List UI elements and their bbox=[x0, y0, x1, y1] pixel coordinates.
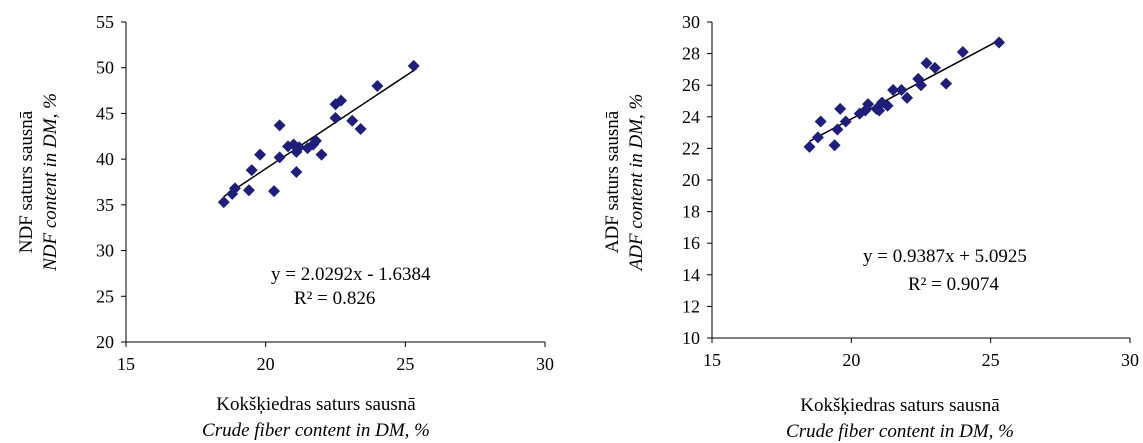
y-tick-label: 30 bbox=[96, 241, 114, 261]
data-point bbox=[217, 196, 230, 209]
data-point bbox=[956, 46, 969, 59]
data-point bbox=[834, 102, 847, 115]
y-tick-label: 14 bbox=[682, 265, 700, 285]
data-point bbox=[811, 131, 824, 144]
r-squared-label: R² = 0.9074 bbox=[908, 274, 999, 295]
data-point bbox=[329, 112, 342, 124]
x-tick-label: 15 bbox=[117, 354, 135, 374]
data-point bbox=[315, 148, 328, 161]
data-point bbox=[309, 134, 322, 147]
data-point bbox=[862, 98, 875, 111]
y-tick-label: 22 bbox=[682, 138, 700, 158]
data-point bbox=[268, 185, 281, 198]
y-tick-label: 35 bbox=[96, 195, 114, 215]
data-point bbox=[254, 148, 267, 161]
y-tick-label: 20 bbox=[96, 332, 114, 352]
x-axis-label: Kokšķiedras saturs sausnā bbox=[216, 394, 416, 415]
y-axis-label: NDF saturs sausnā bbox=[16, 110, 37, 253]
data-point bbox=[814, 115, 827, 128]
data-point bbox=[803, 140, 816, 153]
data-point bbox=[293, 141, 306, 154]
equation-label: y = 2.0292x - 1.6384 bbox=[271, 264, 431, 285]
adf-chart: 10 12 14 16 18 20 22 24 26 28 30 15 20 25 30 y = 0.93… bbox=[602, 12, 1139, 442]
x-tick-label: 20 bbox=[257, 354, 275, 374]
y-tick-label: 24 bbox=[682, 107, 700, 127]
data-point bbox=[245, 164, 258, 177]
trendline bbox=[223, 67, 417, 198]
y-tick-label: 10 bbox=[682, 328, 700, 348]
y-tick-label: 25 bbox=[96, 286, 114, 306]
data-point bbox=[928, 61, 941, 74]
data-point bbox=[371, 80, 384, 92]
data-point bbox=[228, 182, 241, 195]
data-point bbox=[920, 57, 933, 70]
r-squared-label: R² = 0.826 bbox=[294, 288, 375, 309]
data-point bbox=[354, 122, 367, 135]
data-point bbox=[335, 94, 348, 107]
y-tick-label: 45 bbox=[96, 103, 114, 123]
y-tick-label: 12 bbox=[682, 296, 700, 316]
data-point bbox=[831, 123, 844, 136]
x-tick-label: 30 bbox=[1121, 350, 1139, 370]
data-point bbox=[887, 83, 900, 96]
data-point bbox=[273, 151, 286, 164]
data-point bbox=[346, 114, 359, 127]
y-tick-label: 18 bbox=[682, 202, 700, 222]
y-axis-label-en: NDF content in DM, % bbox=[40, 93, 61, 272]
data-point bbox=[273, 119, 286, 132]
data-point bbox=[881, 99, 894, 112]
data-point bbox=[242, 184, 255, 197]
y-tick-label: 16 bbox=[682, 233, 700, 253]
equation-label: y = 0.9387x + 5.0925 bbox=[863, 246, 1027, 267]
x-tick-label: 30 bbox=[536, 354, 554, 374]
data-point bbox=[915, 79, 927, 92]
y-tick-label: 26 bbox=[682, 75, 700, 95]
data-point bbox=[839, 115, 852, 128]
y-tick-label: 28 bbox=[682, 44, 700, 64]
y-tick-label: 30 bbox=[682, 12, 700, 32]
x-tick-label: 20 bbox=[842, 350, 860, 370]
y-axis-label-en: ADF content in DM, % bbox=[626, 94, 647, 273]
data-point bbox=[407, 59, 420, 72]
y-tick-label: 40 bbox=[96, 149, 114, 169]
x-axis-label-en: Crude fiber content in DM, % bbox=[786, 421, 1014, 442]
y-tick-label: 50 bbox=[96, 58, 114, 78]
data-point bbox=[895, 83, 908, 96]
data-point bbox=[828, 139, 841, 152]
data-point bbox=[993, 36, 1006, 49]
y-axis-label: ADF saturs sausnā bbox=[602, 110, 623, 253]
data-point bbox=[901, 91, 914, 104]
data-point bbox=[290, 165, 303, 178]
y-tick-label: 55 bbox=[96, 12, 114, 32]
y-tick-label: 20 bbox=[682, 170, 700, 190]
x-axis-label: Kokšķiedras saturs sausnā bbox=[800, 395, 1000, 416]
x-tick-label: 25 bbox=[982, 350, 1000, 370]
data-point bbox=[940, 77, 953, 90]
x-tick-label: 15 bbox=[703, 350, 721, 370]
x-tick-label: 25 bbox=[396, 354, 414, 374]
x-axis-label-en: Crude fiber content in DM, % bbox=[202, 420, 430, 441]
